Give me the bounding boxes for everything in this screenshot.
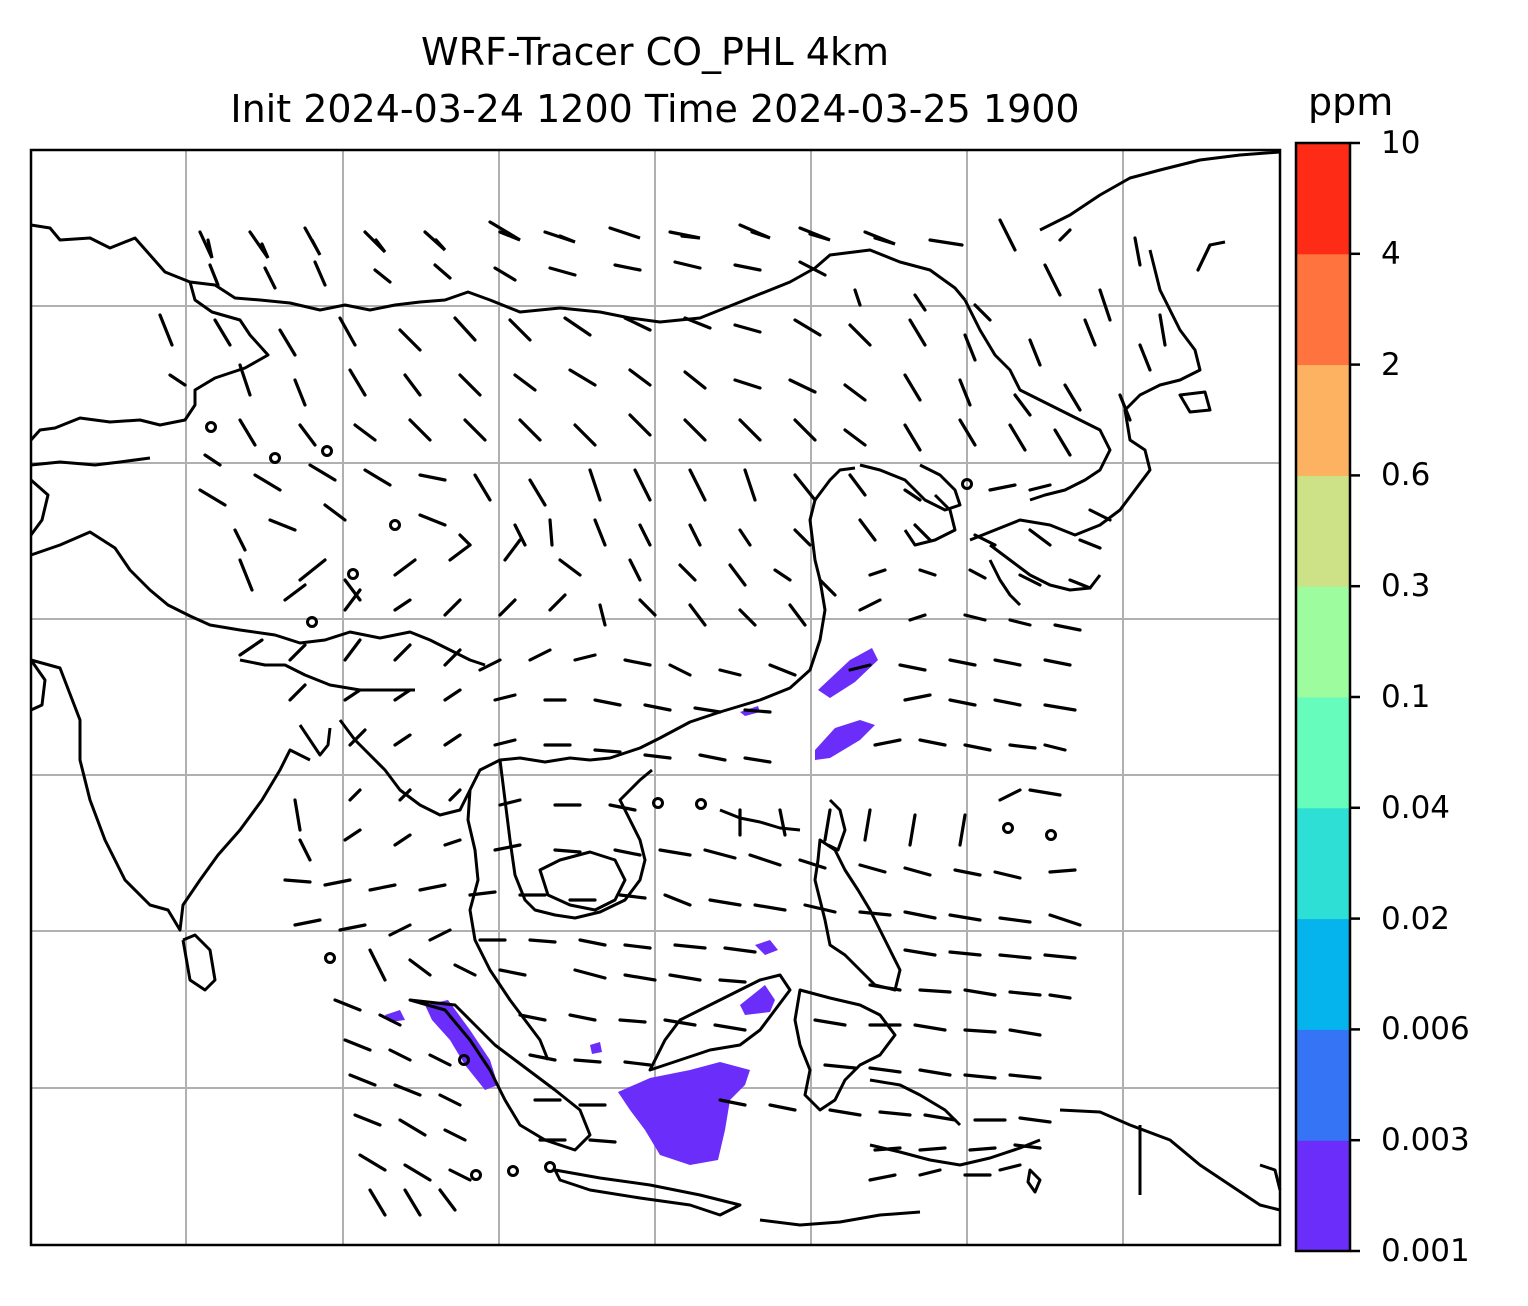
colorbar-swatch [1296, 1029, 1350, 1141]
map-title: WRF-Tracer CO_PHL 4km [421, 30, 889, 74]
colorbar-swatch [1296, 475, 1350, 587]
colorbar-tick-label: 10 [1381, 125, 1421, 161]
coastlines [29, 150, 1282, 1227]
colorbar-tick-label: 4 [1381, 235, 1401, 272]
colorbar-swatch [1296, 1140, 1350, 1252]
colorbar-swatch [1296, 807, 1350, 920]
colorbar-tick-label: 0.003 [1381, 1122, 1470, 1159]
colorbar-tick-label: 0.001 [1381, 1233, 1470, 1269]
colorbar-swatch [1296, 697, 1350, 809]
tracer-plume [385, 648, 878, 1165]
colorbar-tick-label: 0.04 [1381, 789, 1451, 826]
colorbar-swatch [1296, 364, 1350, 476]
colorbar-swatch [1296, 586, 1350, 698]
map-subtitle: Init 2024-03-24 1200 Time 2024-03-25 190… [230, 87, 1080, 131]
colorbar-swatch [1296, 253, 1350, 366]
colorbar-tick-label: 0.6 [1381, 457, 1431, 494]
colorbar-swatch [1296, 918, 1350, 1030]
map-plot-area [29, 148, 1282, 1247]
colorbar-tick-label: 2 [1381, 346, 1401, 383]
wind-barbs [158, 218, 1212, 1217]
colorbar-unit: ppm [1308, 80, 1394, 124]
colorbar-tick-label: 0.02 [1381, 900, 1451, 937]
colorbar-swatch [1296, 143, 1350, 255]
calm-wind-markers [205, 421, 1057, 1181]
colorbar [1294, 141, 1360, 1253]
colorbar-tick-label: 0.006 [1381, 1011, 1470, 1048]
colorbar-tick-label: 0.3 [1381, 568, 1431, 605]
colorbar-tick-label: 0.1 [1381, 679, 1431, 715]
map-frame [29, 148, 1282, 1247]
